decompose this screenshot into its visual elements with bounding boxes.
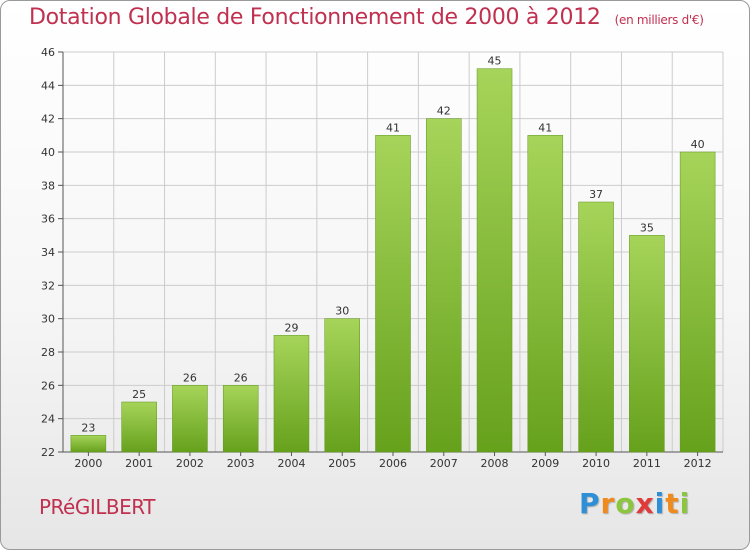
bar (375, 135, 411, 453)
proxiti-logo: Proxiti (579, 487, 691, 520)
chart-subtitle: (en milliers d'€) (614, 13, 704, 27)
bar-value-label: 26 (183, 371, 197, 384)
bar (629, 235, 665, 453)
bar-value-label: 42 (437, 105, 451, 118)
y-tick-label: 36 (41, 213, 55, 226)
y-tick-label: 40 (41, 146, 55, 159)
bar-value-label: 37 (589, 188, 603, 201)
x-tick-label: 2008 (481, 457, 509, 470)
bar (273, 335, 310, 453)
x-tick-label: 2009 (531, 457, 559, 470)
x-tick-label: 2003 (227, 457, 255, 470)
y-tick-label: 30 (41, 313, 55, 326)
y-tick-label: 38 (41, 179, 55, 192)
x-tick-label: 2001 (125, 457, 153, 470)
bar (172, 385, 208, 453)
y-tick-label: 22 (41, 446, 55, 459)
x-tick-label: 2007 (430, 457, 458, 470)
y-tick-label: 32 (41, 279, 55, 292)
bar-value-label: 26 (234, 371, 248, 384)
bar (679, 151, 716, 453)
x-tick-label: 2002 (176, 457, 204, 470)
chart-title: Dotation Globale de Fonctionnement de 20… (29, 5, 704, 30)
bar (121, 401, 157, 453)
chart-title-text: Dotation Globale de Fonctionnement de 20… (29, 5, 601, 30)
bar-value-label: 23 (81, 421, 95, 434)
x-tick-label: 2004 (277, 457, 305, 470)
x-tick-label: 2005 (328, 457, 356, 470)
y-tick-label: 46 (41, 46, 55, 59)
bar (527, 135, 564, 453)
label-layer: 23 2000 25 2001 26 2002 26 2003 29 2004 30 2005 41 20… (74, 55, 711, 470)
bar-value-label: 40 (691, 138, 705, 151)
x-tick-label: 2012 (684, 457, 712, 470)
x-tick-label: 2011 (633, 457, 661, 470)
y-tick-label: 26 (41, 379, 55, 392)
bar-value-label: 25 (132, 388, 146, 401)
x-tick-label: 2010 (582, 457, 610, 470)
y-tick-label: 34 (41, 246, 55, 259)
commune-name: PRéGILBERT (39, 495, 155, 519)
y-tick-label: 42 (41, 113, 55, 126)
bar-value-label: 41 (386, 121, 400, 134)
y-tick-label: 44 (41, 79, 55, 92)
bar-value-label: 45 (488, 55, 502, 68)
y-tick-label: 24 (41, 413, 55, 426)
bar (324, 318, 360, 453)
y-tick-label: 28 (41, 346, 55, 359)
bar (222, 385, 259, 453)
bar-value-label: 41 (538, 121, 552, 134)
bar (70, 435, 107, 453)
x-tick-label: 2000 (74, 457, 102, 470)
bar-value-label: 29 (284, 321, 298, 334)
bar (426, 118, 462, 453)
bar-layer (70, 68, 716, 453)
bar-value-label: 35 (640, 221, 654, 234)
bar (476, 68, 513, 453)
bar (578, 201, 614, 453)
x-tick-label: 2006 (379, 457, 407, 470)
bar-value-label: 30 (335, 305, 349, 318)
